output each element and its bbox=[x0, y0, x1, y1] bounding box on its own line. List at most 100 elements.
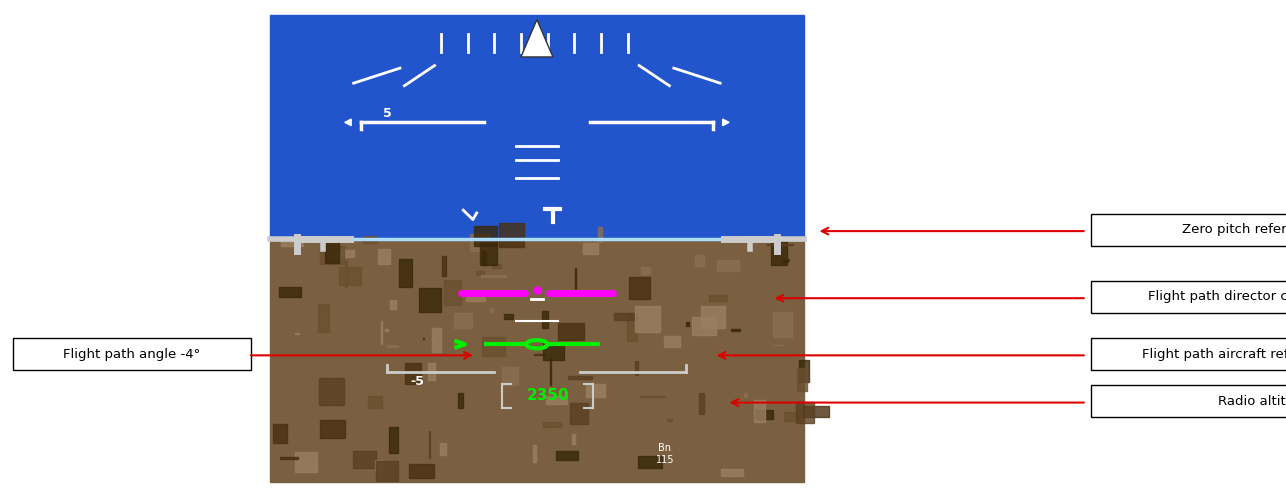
Bar bbox=[499, 223, 525, 247]
Bar bbox=[481, 275, 505, 277]
Bar bbox=[773, 312, 792, 336]
Bar bbox=[458, 393, 463, 408]
Bar bbox=[493, 264, 502, 267]
Bar bbox=[635, 306, 660, 332]
Bar bbox=[466, 293, 485, 301]
Bar bbox=[390, 300, 396, 309]
Bar bbox=[694, 255, 703, 266]
Bar bbox=[374, 460, 383, 471]
Bar bbox=[544, 422, 561, 427]
Bar bbox=[638, 456, 662, 468]
Bar bbox=[640, 397, 665, 398]
Bar bbox=[280, 457, 298, 459]
Bar bbox=[442, 256, 446, 276]
Bar bbox=[586, 384, 604, 397]
Bar bbox=[543, 342, 565, 360]
Bar bbox=[338, 267, 360, 285]
Bar bbox=[545, 396, 567, 404]
Bar bbox=[799, 360, 809, 382]
FancyBboxPatch shape bbox=[1091, 385, 1286, 417]
Bar bbox=[480, 243, 496, 265]
Bar bbox=[386, 330, 387, 331]
Bar bbox=[364, 236, 377, 244]
Bar bbox=[730, 329, 739, 331]
Bar bbox=[440, 443, 446, 455]
Bar bbox=[378, 248, 391, 264]
Bar bbox=[294, 332, 300, 334]
Bar bbox=[405, 363, 421, 384]
Bar bbox=[482, 251, 486, 265]
Bar bbox=[642, 267, 651, 273]
Bar bbox=[628, 315, 637, 341]
FancyBboxPatch shape bbox=[1091, 281, 1286, 313]
Bar bbox=[273, 423, 287, 443]
Bar bbox=[368, 396, 382, 408]
Bar bbox=[387, 345, 397, 346]
Bar bbox=[469, 235, 490, 251]
Bar bbox=[709, 295, 728, 301]
Bar bbox=[270, 239, 804, 482]
Bar bbox=[629, 277, 651, 299]
Bar bbox=[279, 287, 301, 297]
Bar bbox=[755, 401, 765, 421]
FancyBboxPatch shape bbox=[1091, 338, 1286, 370]
Bar bbox=[409, 464, 435, 479]
Text: Zero pitch reference line: Zero pitch reference line bbox=[1182, 223, 1286, 237]
Bar bbox=[319, 304, 329, 332]
Bar bbox=[534, 445, 536, 462]
Bar bbox=[270, 15, 804, 239]
FancyBboxPatch shape bbox=[13, 338, 251, 370]
Text: Flight path aircraft reference symbol: Flight path aircraft reference symbol bbox=[1142, 347, 1286, 361]
Text: Radio altitude: Radio altitude bbox=[1218, 395, 1286, 408]
Bar bbox=[698, 393, 703, 414]
Polygon shape bbox=[521, 19, 553, 57]
Bar bbox=[534, 354, 545, 355]
Bar bbox=[320, 420, 345, 438]
Bar bbox=[319, 378, 345, 405]
Bar bbox=[428, 363, 435, 380]
Polygon shape bbox=[345, 119, 351, 126]
Bar bbox=[490, 309, 494, 312]
Bar bbox=[743, 393, 747, 397]
Polygon shape bbox=[723, 119, 729, 126]
Bar bbox=[504, 315, 513, 319]
Bar bbox=[388, 426, 397, 453]
Text: Flight path angle -4°: Flight path angle -4° bbox=[63, 347, 201, 361]
Text: Flight path director command bars: Flight path director command bars bbox=[1148, 290, 1286, 304]
Bar bbox=[772, 239, 787, 265]
Bar bbox=[432, 329, 441, 351]
Bar bbox=[331, 250, 354, 257]
Bar bbox=[570, 404, 588, 424]
Bar bbox=[502, 367, 518, 385]
Bar bbox=[716, 259, 739, 271]
Bar bbox=[721, 469, 743, 477]
Bar bbox=[282, 241, 303, 247]
Bar bbox=[475, 226, 498, 246]
Bar bbox=[419, 288, 441, 312]
Bar bbox=[541, 311, 548, 328]
Bar bbox=[667, 419, 673, 421]
Bar bbox=[783, 260, 788, 262]
Bar bbox=[558, 323, 584, 339]
Bar bbox=[376, 461, 397, 481]
Bar bbox=[294, 452, 318, 472]
Bar bbox=[783, 413, 797, 421]
Bar bbox=[444, 280, 460, 305]
Bar bbox=[430, 431, 431, 458]
Bar bbox=[615, 313, 638, 320]
Bar bbox=[320, 247, 343, 264]
Bar bbox=[664, 335, 680, 347]
Bar bbox=[568, 376, 593, 379]
Bar bbox=[583, 243, 598, 253]
Bar bbox=[692, 317, 716, 335]
Bar bbox=[572, 434, 575, 443]
Bar bbox=[354, 451, 377, 468]
Bar bbox=[701, 306, 724, 328]
Bar bbox=[556, 451, 579, 460]
Bar bbox=[399, 259, 412, 287]
Bar bbox=[345, 259, 347, 287]
Bar bbox=[598, 227, 602, 242]
Text: -5: -5 bbox=[410, 375, 424, 388]
Bar bbox=[802, 406, 828, 417]
Text: 2350: 2350 bbox=[526, 388, 568, 403]
